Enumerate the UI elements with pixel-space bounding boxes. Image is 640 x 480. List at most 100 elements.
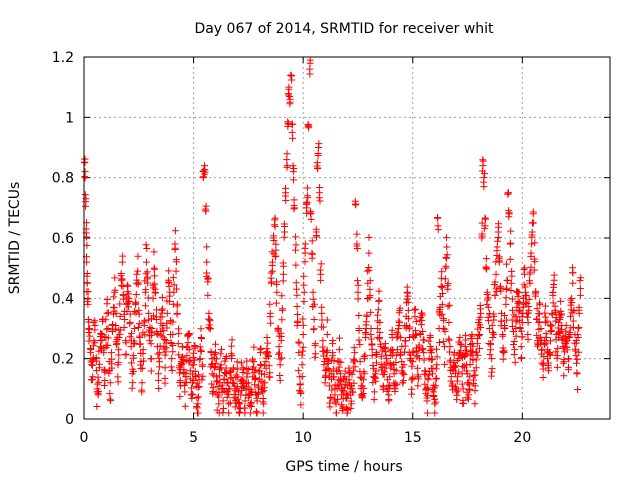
- data-point: [566, 329, 574, 337]
- data-point: [169, 341, 177, 349]
- data-point: [426, 332, 434, 340]
- data-point: [190, 361, 198, 369]
- data-point: [135, 320, 143, 328]
- data-point: [358, 374, 366, 382]
- y-tick-label: 1.2: [52, 50, 74, 66]
- data-point: [225, 409, 233, 417]
- data-point: [239, 376, 247, 384]
- data-point: [181, 402, 189, 410]
- data-point: [503, 260, 511, 268]
- data-point: [481, 170, 489, 178]
- data-point: [116, 300, 124, 308]
- data-point: [464, 395, 472, 403]
- data-point: [488, 321, 496, 329]
- data-point: [456, 340, 464, 348]
- data-point: [469, 342, 477, 350]
- data-point: [99, 317, 107, 325]
- data-point: [165, 282, 173, 290]
- data-point: [304, 194, 312, 202]
- data-point: [502, 300, 510, 308]
- data-point: [402, 299, 410, 307]
- data-point: [402, 337, 410, 345]
- data-point: [350, 379, 358, 387]
- data-point: [288, 128, 296, 136]
- data-point: [418, 309, 426, 317]
- data-point: [423, 384, 431, 392]
- data-point: [299, 321, 307, 329]
- data-point: [197, 346, 205, 354]
- data-point: [415, 343, 423, 351]
- data-point: [179, 353, 187, 361]
- data-point: [106, 395, 114, 403]
- data-point: [374, 325, 382, 332]
- data-point: [366, 293, 374, 301]
- data-point: [308, 237, 316, 245]
- data-point: [323, 331, 331, 339]
- data-point: [104, 309, 112, 317]
- data-point: [512, 332, 520, 340]
- data-point: [549, 299, 557, 307]
- data-point: [432, 365, 440, 373]
- data-point: [543, 317, 551, 325]
- data-point: [287, 71, 295, 79]
- data-point: [93, 380, 101, 388]
- data-point: [191, 344, 199, 352]
- data-point: [303, 199, 311, 207]
- data-point: [317, 260, 325, 268]
- data-point: [375, 287, 383, 295]
- data-point: [256, 346, 264, 354]
- data-point: [185, 346, 193, 354]
- data-point: [521, 264, 529, 272]
- data-point: [577, 274, 585, 282]
- data-point: [169, 318, 177, 326]
- data-point: [519, 303, 527, 311]
- data-point: [365, 249, 373, 257]
- data-point: [510, 350, 518, 358]
- data-point: [319, 343, 327, 351]
- data-point: [408, 385, 416, 393]
- data-point: [235, 398, 243, 406]
- data-point: [518, 333, 526, 341]
- data-point: [141, 331, 149, 339]
- data-point: [293, 322, 301, 330]
- data-point: [425, 371, 433, 379]
- data-point: [524, 335, 532, 343]
- data-point: [184, 339, 192, 347]
- data-point: [104, 341, 112, 349]
- data-point: [267, 269, 275, 277]
- data-point: [443, 282, 451, 290]
- data-point: [472, 348, 480, 356]
- data-point: [554, 344, 562, 352]
- data-point: [142, 286, 150, 294]
- data-point: [411, 305, 419, 313]
- data-point: [575, 348, 583, 356]
- data-point: [356, 358, 364, 366]
- data-point: [296, 380, 304, 388]
- data-point: [403, 283, 411, 291]
- data-point: [420, 349, 428, 357]
- data-point: [316, 266, 324, 274]
- data-point: [114, 358, 122, 366]
- data-point: [204, 291, 212, 299]
- data-point: [278, 292, 286, 300]
- data-point: [515, 308, 523, 316]
- data-point: [479, 156, 487, 164]
- data-point: [454, 387, 462, 395]
- data-point: [280, 220, 288, 228]
- data-point: [300, 298, 308, 306]
- data-point: [198, 362, 206, 370]
- data-point: [176, 377, 184, 385]
- data-point: [312, 232, 320, 240]
- data-point: [212, 340, 220, 348]
- data-point: [363, 267, 371, 275]
- data-point: [548, 327, 556, 335]
- data-point: [203, 243, 211, 251]
- data-point: [528, 233, 536, 241]
- data-point: [477, 323, 485, 331]
- data-point: [266, 369, 274, 377]
- data-point: [163, 319, 171, 327]
- data-point: [143, 268, 151, 276]
- data-point: [471, 387, 479, 395]
- data-point: [295, 387, 303, 395]
- data-point: [371, 374, 379, 382]
